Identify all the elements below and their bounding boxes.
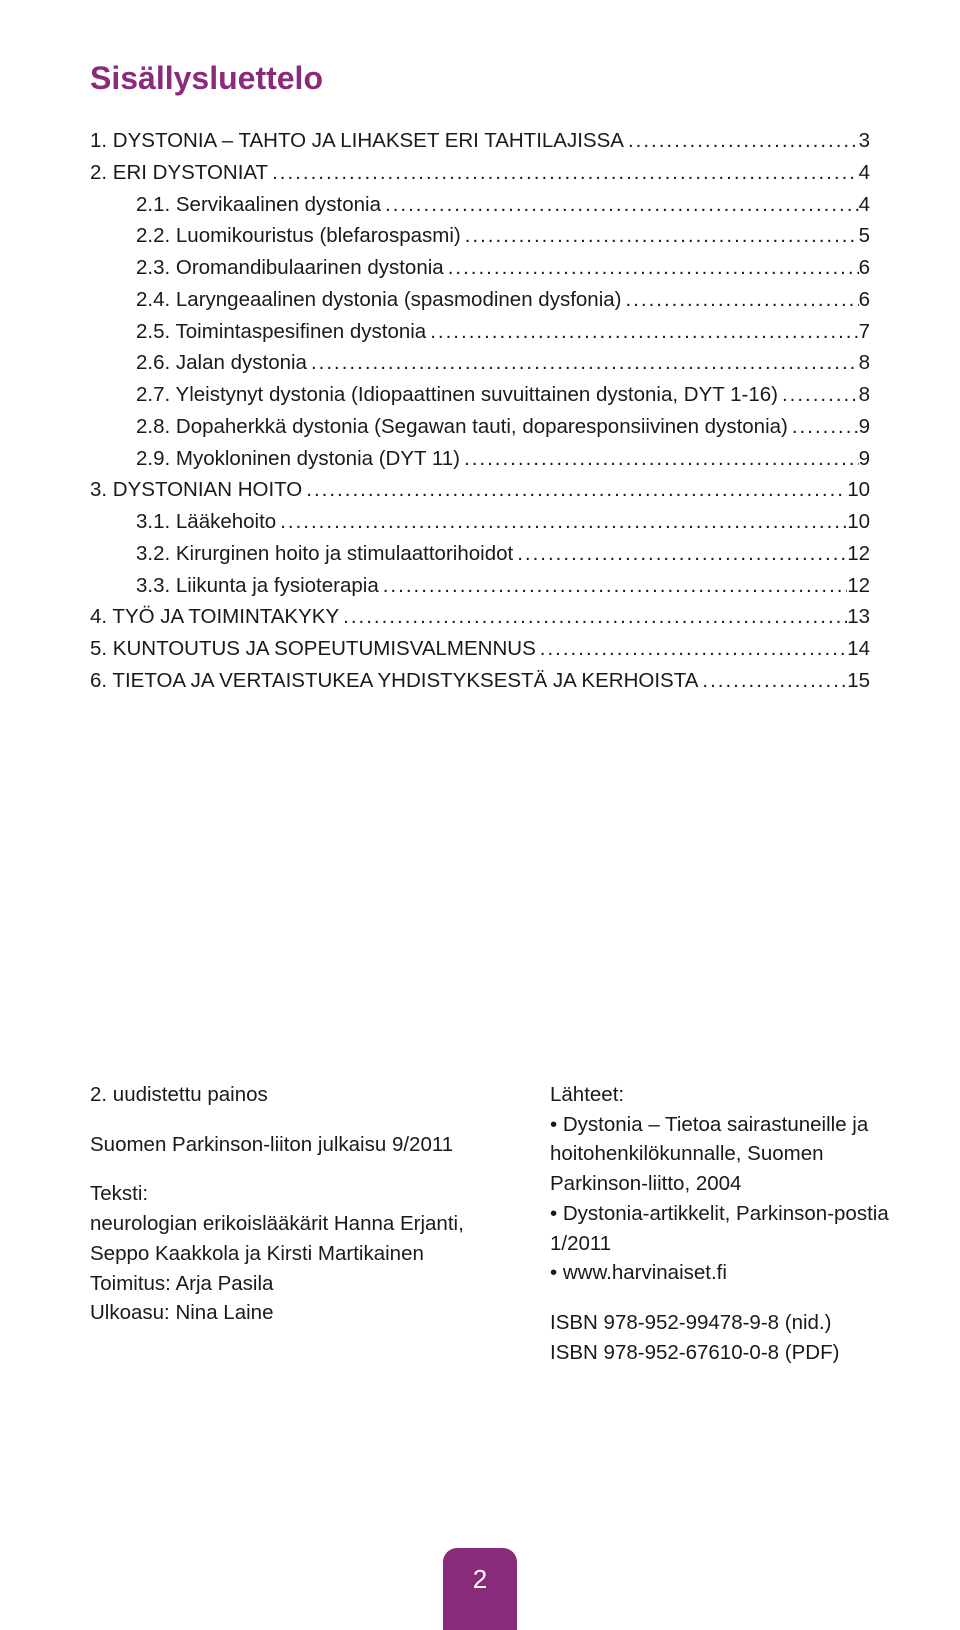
toc-page: 14 bbox=[847, 633, 870, 665]
toc-label: 3.3. Liikunta ja fysioterapia bbox=[136, 570, 379, 602]
authors-text: neurologian erikoislääkärit Hanna Erjant… bbox=[90, 1212, 464, 1265]
toc-page: 4 bbox=[859, 189, 870, 221]
credits-section: 2. uudistettu painos Suomen Parkinson-li… bbox=[90, 1080, 890, 1367]
toc-list: 1. DYSTONIA – TAHTO JA LIHAKSET ERI TAHT… bbox=[90, 125, 870, 697]
toc-dots bbox=[339, 601, 847, 633]
toc-page: 12 bbox=[847, 570, 870, 602]
toc-row: 2. ERI DYSTONIAT 4 bbox=[90, 157, 870, 189]
editing-text: Toimitus: Arja Pasila bbox=[90, 1272, 273, 1295]
page-number: 2 bbox=[473, 1564, 487, 1595]
isbn-block: ISBN 978-952-99478-9-8 (nid.) ISBN 978-9… bbox=[550, 1308, 890, 1367]
toc-row: 5. KUNTOUTUS JA SOPEUTUMISVALMENNUS 14 bbox=[90, 633, 870, 665]
toc-page: 7 bbox=[859, 316, 870, 348]
toc-page: 6 bbox=[859, 284, 870, 316]
toc-label: 2.3. Oromandibulaarinen dystonia bbox=[136, 252, 444, 284]
toc-dots bbox=[536, 633, 847, 665]
toc-label: 3. DYSTONIAN HOITO bbox=[90, 474, 302, 506]
toc-row: 2.8. Dopaherkkä dystonia (Segawan tauti,… bbox=[90, 411, 870, 443]
toc-row: 3.2. Kirurginen hoito ja stimulaattoriho… bbox=[90, 538, 870, 570]
toc-dots bbox=[621, 284, 858, 316]
toc-row: 4. TYÖ JA TOIMINTAKYKY 13 bbox=[90, 601, 870, 633]
toc-dots bbox=[381, 189, 859, 221]
toc-page: 10 bbox=[847, 506, 870, 538]
toc-row: 2.1. Servikaalinen dystonia 4 bbox=[90, 189, 870, 221]
toc-dots bbox=[461, 220, 859, 252]
toc-dots bbox=[778, 379, 859, 411]
toc-label: 2.7. Yleistynyt dystonia (Idiopaattinen … bbox=[136, 379, 778, 411]
toc-label: 2.4. Laryngeaalinen dystonia (spasmodine… bbox=[136, 284, 621, 316]
toc-page: 15 bbox=[847, 665, 870, 697]
toc-row: 6. TIETOA JA VERTAISTUKEA YHDISTYKSESTÄ … bbox=[90, 665, 870, 697]
publisher-text: Suomen Parkinson-liiton julkaisu 9/2011 bbox=[90, 1130, 510, 1160]
toc-row: 2.5. Toimintaspesifinen dystonia 7 bbox=[90, 316, 870, 348]
toc-page: 3 bbox=[859, 125, 870, 157]
toc-page: 10 bbox=[847, 474, 870, 506]
toc-label: 1. DYSTONIA – TAHTO JA LIHAKSET ERI TAHT… bbox=[90, 125, 624, 157]
toc-dots bbox=[788, 411, 859, 443]
credits-right-column: Lähteet: • Dystonia – Tietoa sairastunei… bbox=[550, 1080, 890, 1367]
toc-label: 2.9. Myokloninen dystonia (DYT 11) bbox=[136, 443, 460, 475]
toc-label: 5. KUNTOUTUS JA SOPEUTUMISVALMENNUS bbox=[90, 633, 536, 665]
toc-row: 3. DYSTONIAN HOITO 10 bbox=[90, 474, 870, 506]
toc-row: 2.4. Laryngeaalinen dystonia (spasmodine… bbox=[90, 284, 870, 316]
page: Sisällysluettelo 1. DYSTONIA – TAHTO JA … bbox=[0, 0, 960, 1630]
toc-page: 12 bbox=[847, 538, 870, 570]
toc-dots bbox=[268, 157, 859, 189]
toc-dots bbox=[276, 506, 847, 538]
toc-dots bbox=[302, 474, 847, 506]
toc-dots bbox=[513, 538, 847, 570]
toc-row: 3.3. Liikunta ja fysioterapia 12 bbox=[90, 570, 870, 602]
toc-row: 1. DYSTONIA – TAHTO JA LIHAKSET ERI TAHT… bbox=[90, 125, 870, 157]
source-3: • www.harvinaiset.fi bbox=[550, 1261, 727, 1284]
toc-page: 9 bbox=[859, 443, 870, 475]
toc-dots bbox=[444, 252, 859, 284]
toc-page: 13 bbox=[847, 601, 870, 633]
layout-text: Ulkoasu: Nina Laine bbox=[90, 1301, 273, 1324]
authors-block: Teksti: neurologian erikoislääkärit Hann… bbox=[90, 1179, 510, 1328]
toc-row: 2.2. Luomikouristus (blefarospasmi) 5 bbox=[90, 220, 870, 252]
toc-page: 8 bbox=[859, 347, 870, 379]
toc-dots bbox=[460, 443, 859, 475]
toc-page: 6 bbox=[859, 252, 870, 284]
isbn-2: ISBN 978-952-67610-0-8 (PDF) bbox=[550, 1341, 839, 1364]
toc-title: Sisällysluettelo bbox=[90, 60, 870, 97]
toc-label: 2.1. Servikaalinen dystonia bbox=[136, 189, 381, 221]
toc-dots bbox=[698, 665, 847, 697]
text-label: Teksti: bbox=[90, 1182, 148, 1205]
toc-label: 3.1. Lääkehoito bbox=[136, 506, 276, 538]
sources-block: Lähteet: • Dystonia – Tietoa sairastunei… bbox=[550, 1080, 890, 1288]
page-number-box: 2 bbox=[443, 1548, 517, 1630]
isbn-1: ISBN 978-952-99478-9-8 (nid.) bbox=[550, 1311, 831, 1334]
toc-dots bbox=[379, 570, 847, 602]
toc-page: 4 bbox=[859, 157, 870, 189]
edition-text: 2. uudistettu painos bbox=[90, 1080, 510, 1110]
toc-label: 2.5. Toimintaspesifinen dystonia bbox=[136, 316, 426, 348]
toc-row: 2.9. Myokloninen dystonia (DYT 11) 9 bbox=[90, 443, 870, 475]
toc-row: 2.3. Oromandibulaarinen dystonia 6 bbox=[90, 252, 870, 284]
toc-label: 2.6. Jalan dystonia bbox=[136, 347, 307, 379]
toc-dots bbox=[426, 316, 858, 348]
toc-dots bbox=[307, 347, 859, 379]
toc-row: 2.7. Yleistynyt dystonia (Idiopaattinen … bbox=[90, 379, 870, 411]
credits-left-column: 2. uudistettu painos Suomen Parkinson-li… bbox=[90, 1080, 510, 1367]
toc-label: 2. ERI DYSTONIAT bbox=[90, 157, 268, 189]
toc-row: 3.1. Lääkehoito 10 bbox=[90, 506, 870, 538]
toc-page: 8 bbox=[859, 379, 870, 411]
sources-label: Lähteet: bbox=[550, 1083, 624, 1106]
source-2: • Dystonia-artikkelit, Parkinson-postia … bbox=[550, 1202, 889, 1255]
toc-label: 4. TYÖ JA TOIMINTAKYKY bbox=[90, 601, 339, 633]
toc-dots bbox=[624, 125, 859, 157]
toc-label: 2.2. Luomikouristus (blefarospasmi) bbox=[136, 220, 461, 252]
toc-label: 6. TIETOA JA VERTAISTUKEA YHDISTYKSESTÄ … bbox=[90, 665, 698, 697]
toc-label: 2.8. Dopaherkkä dystonia (Segawan tauti,… bbox=[136, 411, 788, 443]
toc-row: 2.6. Jalan dystonia 8 bbox=[90, 347, 870, 379]
toc-page: 5 bbox=[859, 220, 870, 252]
toc-page: 9 bbox=[859, 411, 870, 443]
toc-label: 3.2. Kirurginen hoito ja stimulaattoriho… bbox=[136, 538, 513, 570]
source-1: • Dystonia – Tietoa sairastuneille ja ho… bbox=[550, 1113, 868, 1195]
